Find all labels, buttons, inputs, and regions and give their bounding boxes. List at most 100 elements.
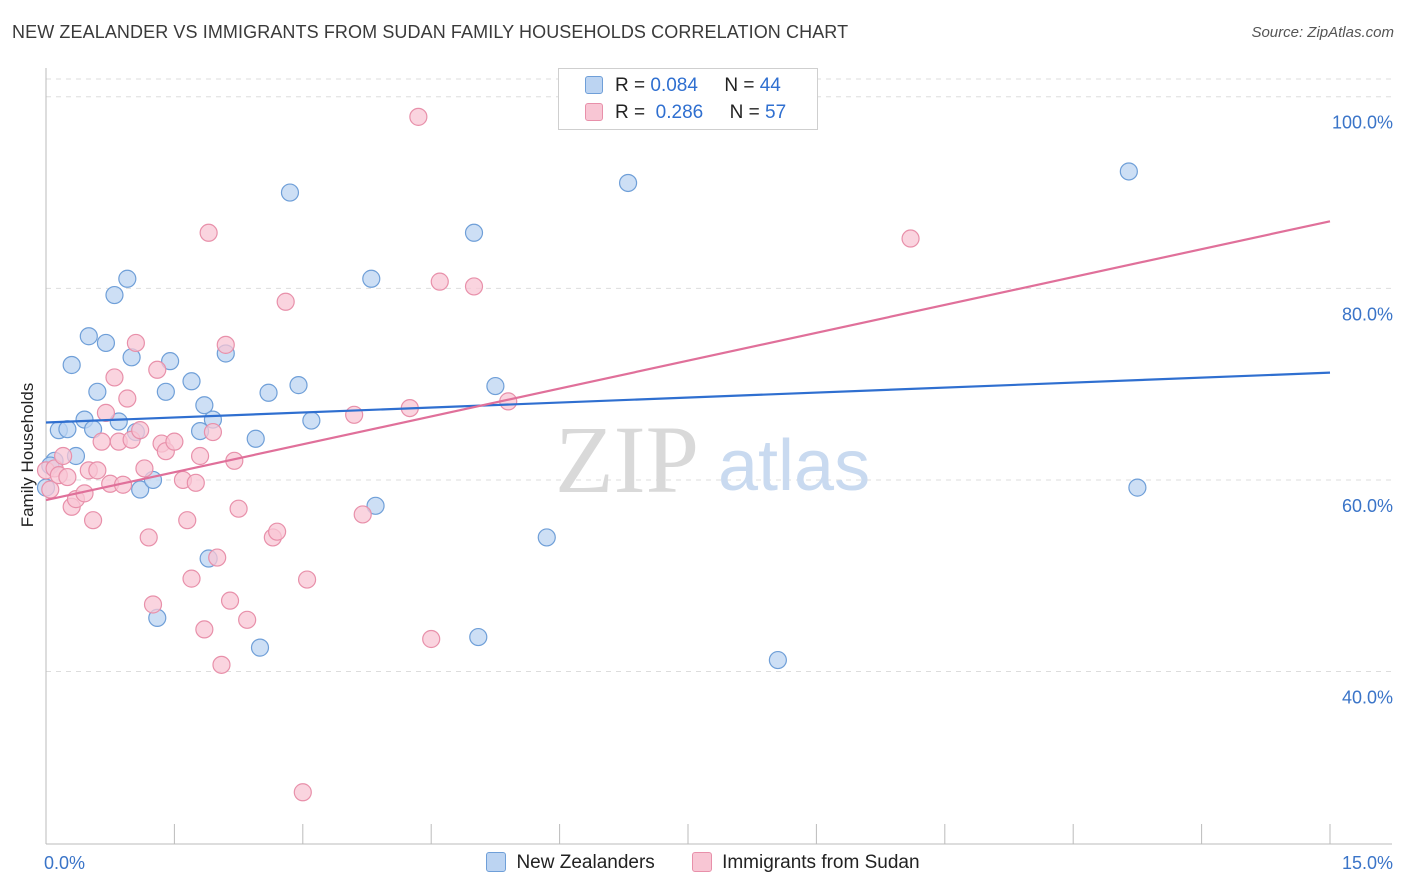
point-immigrants-from-sudan[interactable] — [422, 629, 441, 649]
point-new-zealanders[interactable] — [1128, 478, 1147, 497]
r-label: R = — [615, 102, 646, 123]
point-immigrants-from-sudan[interactable] — [148, 360, 167, 379]
watermark: ZIP atlas — [555, 406, 870, 513]
point-immigrants-from-sudan[interactable] — [195, 620, 214, 639]
point-immigrants-from-sudan[interactable] — [135, 459, 154, 478]
point-immigrants-from-sudan[interactable] — [203, 422, 223, 442]
point-immigrants-from-sudan[interactable] — [212, 655, 231, 674]
trend-lines — [45, 220, 1331, 502]
series-immigrants-from-sudan — [36, 107, 920, 802]
point-immigrants-from-sudan[interactable] — [92, 432, 111, 451]
point-new-zealanders[interactable] — [246, 429, 265, 448]
watermark-atlas: atlas — [718, 426, 870, 506]
series-legend: New Zealanders Immigrants from Sudan — [0, 852, 1406, 874]
axes — [45, 68, 1392, 845]
point-immigrants-from-sudan[interactable] — [190, 446, 210, 466]
point-immigrants-from-sudan[interactable] — [131, 421, 150, 440]
point-new-zealanders[interactable] — [96, 333, 116, 353]
source-label: Source: ZipAtlas.com — [1251, 24, 1394, 41]
point-new-zealanders[interactable] — [79, 327, 98, 346]
y-tick-label: 40.0% — [1342, 688, 1393, 708]
point-immigrants-from-sudan[interactable] — [96, 403, 116, 422]
blue-swatch-icon — [486, 852, 507, 872]
pink-swatch-icon — [585, 103, 603, 121]
point-new-zealanders[interactable] — [156, 382, 175, 401]
point-new-zealanders[interactable] — [464, 223, 484, 242]
watermark-zip: ZIP — [555, 406, 699, 513]
point-new-zealanders[interactable] — [109, 412, 128, 431]
point-immigrants-from-sudan[interactable] — [276, 292, 295, 311]
trend-line-immigrants-from-sudan — [45, 220, 1331, 502]
point-immigrants-from-sudan[interactable] — [208, 548, 227, 567]
tick-labels: 40.0% 60.0% 80.0% 100.0% 0.0% 15.0% — [44, 113, 1393, 873]
point-immigrants-from-sudan[interactable] — [182, 569, 201, 588]
point-immigrants-from-sudan[interactable] — [464, 277, 484, 296]
n-value-pink: 57 — [765, 102, 787, 123]
y-tick-label: 80.0% — [1342, 304, 1393, 324]
point-immigrants-from-sudan[interactable] — [238, 610, 257, 629]
point-immigrants-from-sudan[interactable] — [139, 528, 158, 547]
trend-line-new-zealanders — [45, 371, 1331, 424]
point-immigrants-from-sudan[interactable] — [143, 595, 163, 614]
point-new-zealanders[interactable] — [118, 269, 137, 288]
point-new-zealanders[interactable] — [62, 355, 81, 375]
point-immigrants-from-sudan[interactable] — [54, 446, 73, 466]
point-new-zealanders[interactable] — [182, 372, 201, 391]
point-immigrants-from-sudan[interactable] — [353, 505, 372, 524]
point-immigrants-from-sudan[interactable] — [178, 511, 197, 530]
stats-legend: R = 0.084 N = 44 R = 0.286 N = 57 — [558, 68, 818, 130]
r-label: R = — [615, 75, 646, 96]
chart-title: NEW ZEALANDER VS IMMIGRANTS FROM SUDAN F… — [12, 22, 849, 42]
r-value-blue: 0.084 — [650, 75, 698, 96]
point-immigrants-from-sudan[interactable] — [229, 499, 248, 518]
point-immigrants-from-sudan[interactable] — [220, 591, 240, 610]
point-immigrants-from-sudan[interactable] — [58, 467, 77, 487]
point-immigrants-from-sudan[interactable] — [901, 229, 920, 248]
point-new-zealanders[interactable] — [88, 382, 107, 401]
point-immigrants-from-sudan[interactable] — [83, 511, 103, 530]
point-new-zealanders[interactable] — [366, 496, 385, 515]
x-tick-label-min: 0.0% — [44, 853, 85, 873]
point-immigrants-from-sudan[interactable] — [199, 223, 218, 242]
point-new-zealanders[interactable] — [362, 269, 381, 288]
point-new-zealanders[interactable] — [469, 627, 488, 647]
point-immigrants-from-sudan[interactable] — [118, 389, 137, 408]
point-new-zealanders[interactable] — [250, 638, 270, 657]
point-immigrants-from-sudan[interactable] — [268, 522, 287, 541]
point-immigrants-from-sudan[interactable] — [345, 405, 364, 424]
point-immigrants-from-sudan[interactable] — [297, 570, 317, 589]
n-label: N = — [724, 75, 755, 96]
pink-swatch-icon — [692, 852, 713, 872]
point-new-zealanders[interactable] — [105, 285, 124, 305]
y-tick-label: 60.0% — [1342, 496, 1393, 516]
point-new-zealanders[interactable] — [259, 383, 278, 402]
point-new-zealanders[interactable] — [537, 528, 556, 547]
point-immigrants-from-sudan[interactable] — [409, 107, 428, 126]
point-immigrants-from-sudan[interactable] — [186, 473, 205, 492]
point-new-zealanders[interactable] — [486, 376, 505, 396]
point-new-zealanders[interactable] — [618, 173, 638, 193]
point-new-zealanders[interactable] — [302, 411, 321, 430]
x-tick-label-max: 15.0% — [1342, 853, 1393, 873]
stats-legend-row-pink: R = 0.286 N = 57 — [585, 102, 786, 126]
legend-item-immigrants-from-sudan[interactable]: Immigrants from Sudan — [692, 852, 920, 874]
n-label: N = — [729, 102, 760, 123]
point-immigrants-from-sudan[interactable] — [216, 335, 235, 354]
point-new-zealanders[interactable] — [58, 420, 77, 439]
point-new-zealanders[interactable] — [280, 183, 300, 202]
legend-item-new-zealanders[interactable]: New Zealanders — [486, 852, 655, 874]
point-new-zealanders[interactable] — [131, 480, 150, 499]
point-immigrants-from-sudan[interactable] — [126, 333, 145, 353]
point-immigrants-from-sudan[interactable] — [430, 272, 449, 291]
gridlines — [46, 78, 1392, 673]
point-immigrants-from-sudan[interactable] — [293, 783, 312, 802]
point-immigrants-from-sudan[interactable] — [88, 461, 107, 480]
point-new-zealanders[interactable] — [768, 650, 787, 670]
point-immigrants-from-sudan[interactable] — [165, 432, 184, 451]
point-immigrants-from-sudan[interactable] — [105, 368, 124, 387]
point-new-zealanders[interactable] — [161, 352, 180, 371]
point-new-zealanders[interactable] — [195, 396, 214, 415]
point-new-zealanders[interactable] — [289, 376, 308, 395]
point-new-zealanders[interactable] — [1119, 162, 1138, 181]
